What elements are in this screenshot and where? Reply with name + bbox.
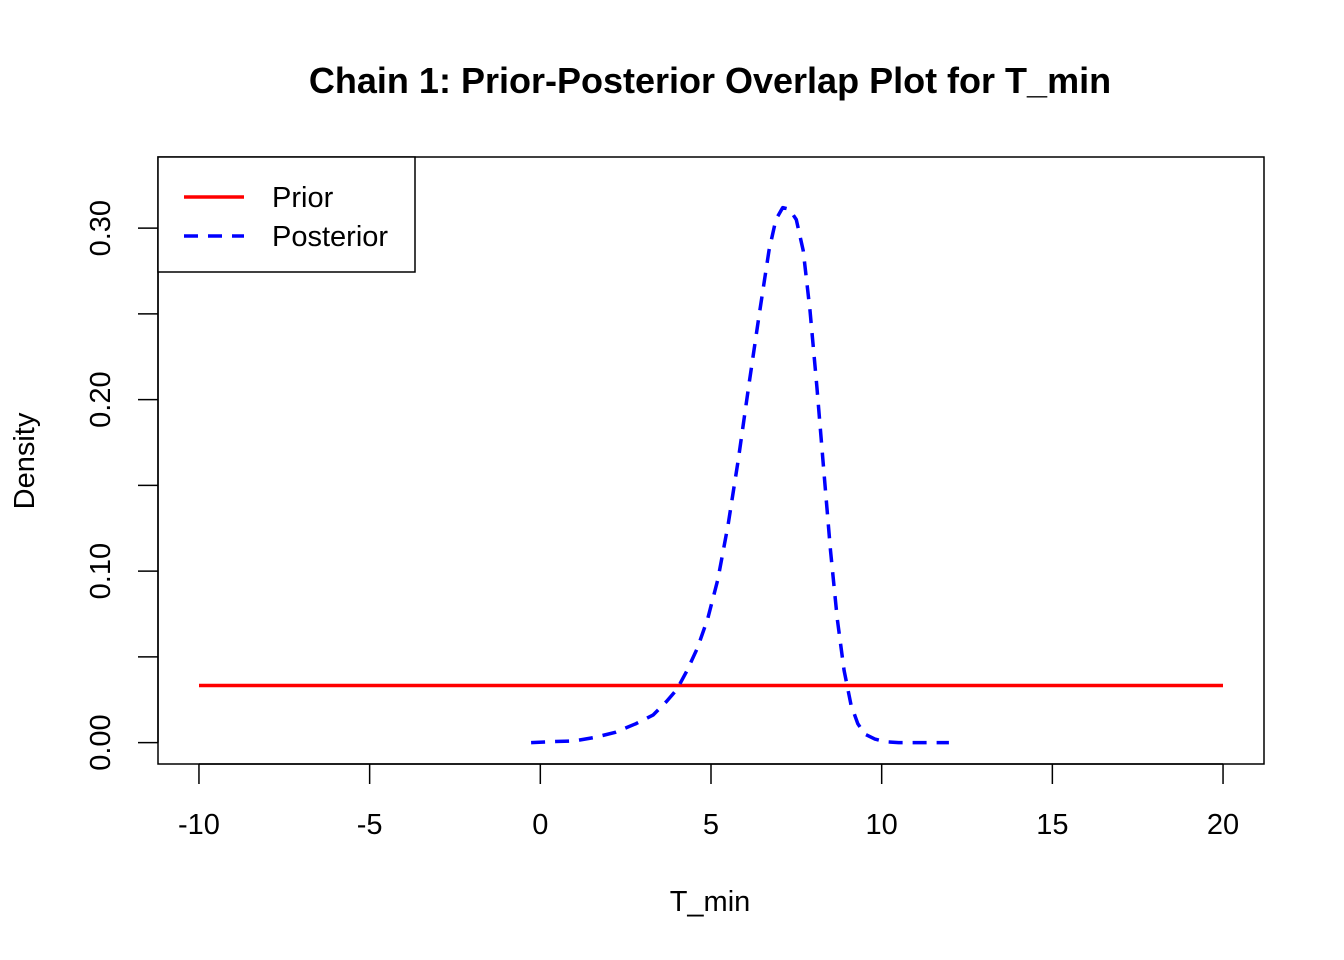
x-axis: -10 -5 0 5 10 15 20 xyxy=(178,763,1239,841)
x-tick-label: 20 xyxy=(1207,809,1239,841)
x-tick-label: 5 xyxy=(703,809,719,841)
y-tick-label: 0.00 xyxy=(85,714,117,770)
x-tick-label: 10 xyxy=(866,809,898,841)
chart-title: Chain 1: Prior-Posterior Overlap Plot fo… xyxy=(309,60,1111,101)
series-line-posterior xyxy=(531,205,949,745)
legend: Prior Posterior xyxy=(157,156,416,273)
series-layer xyxy=(199,205,1223,745)
legend-label-posterior: Posterior xyxy=(272,221,388,253)
y-axis: 0.00 0.10 0.20 0.30 xyxy=(85,200,159,771)
legend-label-prior: Prior xyxy=(272,182,334,214)
x-tick-label: -5 xyxy=(357,809,383,841)
x-tick-label: 15 xyxy=(1036,809,1068,841)
y-tick-label: 0.10 xyxy=(85,543,117,599)
y-tick-label: 0.30 xyxy=(85,200,117,256)
y-tick-label: 0.20 xyxy=(85,371,117,427)
x-axis-label: T_min xyxy=(670,886,751,918)
x-tick-label: 0 xyxy=(532,809,548,841)
x-tick-label: -10 xyxy=(178,809,220,841)
legend-box xyxy=(157,156,416,273)
y-axis-label: Density xyxy=(9,412,41,509)
